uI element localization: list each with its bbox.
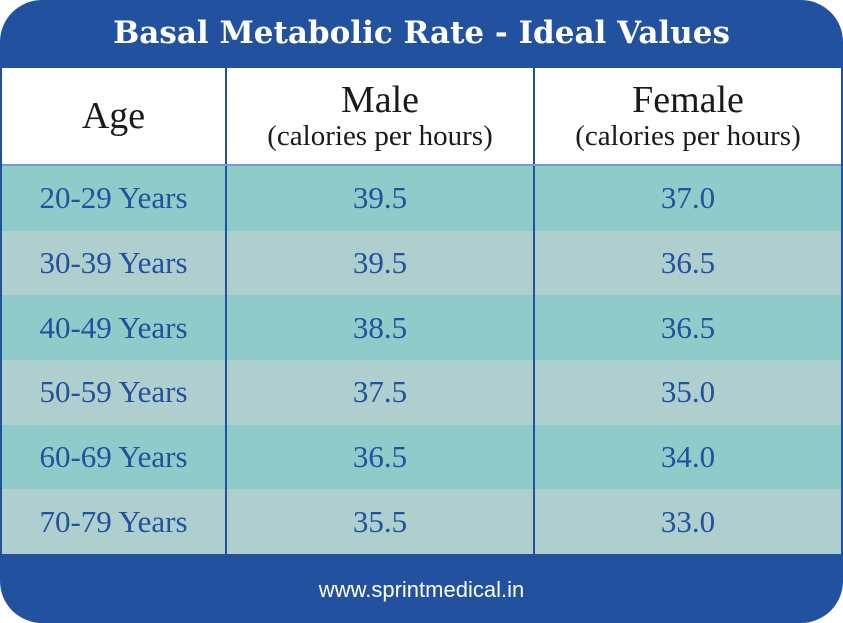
female-value: 35.0 bbox=[535, 360, 841, 425]
cell-text: 20-29 Years bbox=[39, 180, 188, 216]
female-value: 34.0 bbox=[535, 425, 841, 490]
age-cell: 70-79 Years bbox=[2, 489, 227, 555]
female-value: 36.5 bbox=[535, 231, 841, 296]
cell-text: 37.0 bbox=[660, 180, 716, 216]
table-row: 70-79 Years 35.5 33.0 bbox=[2, 489, 841, 555]
male-value: 35.5 bbox=[227, 489, 535, 555]
header-label: Female bbox=[632, 79, 744, 121]
table-row: 50-59 Years 37.5 35.0 bbox=[2, 360, 841, 425]
header-label: Age bbox=[81, 95, 146, 137]
cell-text: 36.5 bbox=[660, 245, 716, 281]
male-value: 38.5 bbox=[227, 295, 535, 361]
header-unit: (calories per hours) bbox=[267, 120, 493, 152]
cell-text: 36.5 bbox=[660, 309, 716, 345]
footer-website: www.sprintmedical.in bbox=[318, 577, 525, 602]
cell-text: 37.5 bbox=[352, 374, 408, 410]
age-cell: 40-49 Years bbox=[2, 295, 227, 361]
male-value: 37.5 bbox=[227, 360, 535, 425]
age-cell: 50-59 Years bbox=[2, 360, 227, 425]
male-value: 39.5 bbox=[227, 230, 535, 296]
bmr-table: Age Male (calories per hours) Female (ca… bbox=[2, 68, 841, 555]
female-value: 36.5 bbox=[535, 295, 841, 360]
cell-text: 60-69 Years bbox=[39, 439, 188, 475]
table-row: 30-39 Years 39.5 36.5 bbox=[2, 230, 841, 296]
header-age: Age bbox=[2, 68, 227, 164]
page-title: Basal Metabolic Rate - Ideal Values bbox=[113, 15, 730, 51]
cell-text: 35.5 bbox=[352, 503, 408, 539]
age-cell: 30-39 Years bbox=[2, 230, 227, 296]
cell-text: 40-49 Years bbox=[39, 309, 188, 345]
header-label: Male bbox=[340, 79, 420, 121]
cell-text: 39.5 bbox=[352, 180, 408, 216]
male-value: 36.5 bbox=[227, 424, 535, 490]
female-value: 37.0 bbox=[535, 166, 841, 231]
cell-text: 33.0 bbox=[660, 503, 716, 539]
cell-text: 30-39 Years bbox=[39, 245, 188, 281]
table-row: 60-69 Years 36.5 34.0 bbox=[2, 424, 841, 490]
cell-text: 50-59 Years bbox=[39, 374, 188, 410]
cell-text: 34.0 bbox=[660, 439, 716, 475]
male-value: 39.5 bbox=[227, 166, 535, 231]
header-unit: (calories per hours) bbox=[575, 120, 801, 152]
cell-text: 36.5 bbox=[352, 439, 408, 475]
cell-text: 38.5 bbox=[352, 309, 408, 345]
table-row: 20-29 Years 39.5 37.0 bbox=[2, 166, 841, 231]
header-female: Female (calories per hours) bbox=[535, 68, 841, 164]
cell-text: 35.0 bbox=[660, 374, 716, 410]
age-cell: 20-29 Years bbox=[2, 166, 227, 231]
age-cell: 60-69 Years bbox=[2, 424, 227, 490]
female-value: 33.0 bbox=[535, 489, 841, 554]
table-row: 40-49 Years 38.5 36.5 bbox=[2, 295, 841, 361]
cell-text: 70-79 Years bbox=[39, 503, 188, 539]
header-male: Male (calories per hours) bbox=[227, 68, 535, 164]
table-header-row: Age Male (calories per hours) Female (ca… bbox=[2, 68, 841, 166]
cell-text: 39.5 bbox=[352, 245, 408, 281]
